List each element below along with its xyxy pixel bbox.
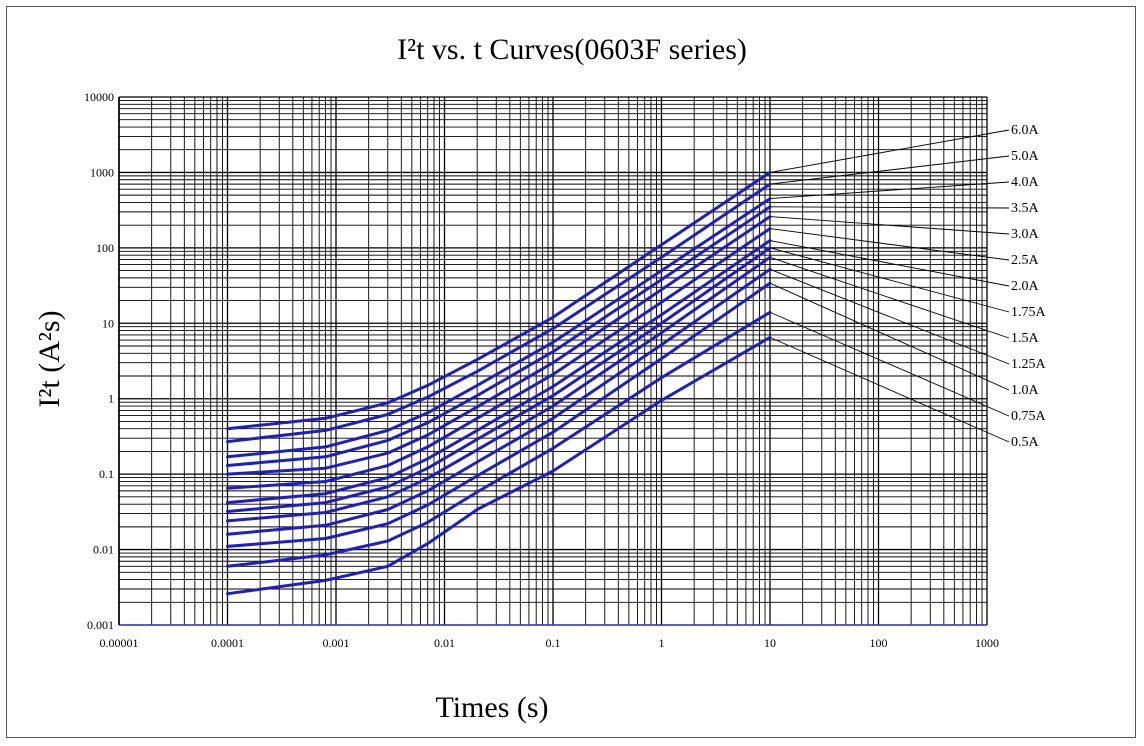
legend-leader-1.75A (769, 247, 1010, 313)
series-line-5.0A (226, 182, 772, 444)
legend-leaders (769, 129, 1010, 443)
x-axis-label: Times (s) (435, 691, 548, 724)
series-line-1.75A (226, 246, 772, 513)
series-line-1.5A (226, 255, 772, 523)
legend-leader-3.0A (769, 216, 1010, 235)
legend-label-0.75A: 0.75A (1011, 409, 1047, 424)
legend-label-1.75A: 1.75A (1011, 305, 1047, 320)
x-tick-label: 1000 (975, 636, 999, 650)
legend-leader-6.0A (769, 129, 1010, 173)
series-line-6.0A (226, 170, 772, 431)
chart-frame: I²t vs. t Curves(0603F series) Times (s)… (6, 6, 1136, 738)
x-tick-label: 10 (764, 636, 776, 650)
chart-canvas: I²t vs. t Curves(0603F series) Times (s)… (33, 33, 1047, 724)
series-line-3.0A (226, 215, 772, 476)
legend-leader-1.0A (769, 282, 1010, 391)
x-tick-label: 0.00001 (100, 636, 139, 650)
y-tick-label: 100 (96, 241, 114, 255)
legend-label-1.5A: 1.5A (1011, 331, 1040, 346)
legend-label-2.5A: 2.5A (1011, 253, 1040, 268)
legend-label-4.0A: 4.0A (1011, 175, 1040, 190)
legend-label-3.0A: 3.0A (1011, 227, 1040, 242)
legend-leader-1.25A (769, 268, 1010, 365)
legend-label-5.0A: 5.0A (1011, 149, 1040, 164)
legend-label-3.5A: 3.5A (1011, 201, 1040, 216)
series-line-2.5A (226, 227, 772, 490)
legend-leader-4.0A (769, 181, 1010, 200)
legend-label-6.0A: 6.0A (1011, 123, 1040, 138)
x-tick-labels: 0.00001 0.0001 0.001 0.01 0.1 1 10 100 1000 (100, 636, 1000, 650)
y-axis-label: I²t (A²s) (33, 310, 66, 407)
series-line-1.0A (226, 281, 772, 548)
legend-leader-0.75A (769, 311, 1010, 417)
chart-title: I²t vs. t Curves(0603F series) (397, 33, 747, 66)
grid (118, 97, 987, 626)
y-tick-label: 0.01 (93, 543, 114, 557)
legend-leader-2.5A (769, 228, 1010, 261)
legend: 6.0A 5.0A 4.0A 3.5A 3.0A 2.5A 2.0A 1.75A 1.5A 1.2… (1011, 123, 1047, 450)
x-tick-label: 0.0001 (211, 636, 244, 650)
legend-label-0.5A: 0.5A (1011, 435, 1040, 450)
series-line-0.75A (226, 310, 772, 568)
y-tick-label: 1 (108, 392, 114, 406)
legend-leader-0.5A (769, 336, 1010, 443)
series-line-0.5A (226, 335, 772, 596)
y-tick-label: 1000 (90, 165, 114, 179)
series-line-3.5A (226, 205, 772, 467)
legend-label-1.0A: 1.0A (1011, 383, 1040, 398)
legend-label-2.0A: 2.0A (1011, 279, 1040, 294)
legend-leader-1.5A (769, 256, 1010, 339)
legend-leader-2.0A (769, 240, 1010, 287)
legend-label-1.25A: 1.25A (1011, 357, 1047, 372)
x-tick-label: 0.01 (434, 636, 455, 650)
y-tick-label: 0.001 (87, 618, 114, 632)
y-tick-label: 0.1 (99, 467, 114, 481)
x-tick-label: 0.1 (546, 636, 561, 650)
y-tick-labels: 10000 1000 100 10 1 0.1 0.01 0.001 (84, 90, 114, 632)
series-line-1.25A (226, 267, 772, 536)
x-tick-label: 0.001 (323, 636, 350, 650)
y-tick-label: 10 (102, 316, 114, 330)
axes (118, 96, 988, 626)
x-tick-label: 100 (870, 636, 888, 650)
y-tick-label: 10000 (84, 90, 114, 104)
legend-leader-5.0A (769, 155, 1010, 185)
x-tick-label: 1 (659, 636, 665, 650)
series-line-2.0A (226, 239, 772, 505)
series-line-4.0A (226, 197, 772, 459)
legend-leader-3.5A (769, 206, 1010, 209)
series-lines (226, 170, 772, 596)
